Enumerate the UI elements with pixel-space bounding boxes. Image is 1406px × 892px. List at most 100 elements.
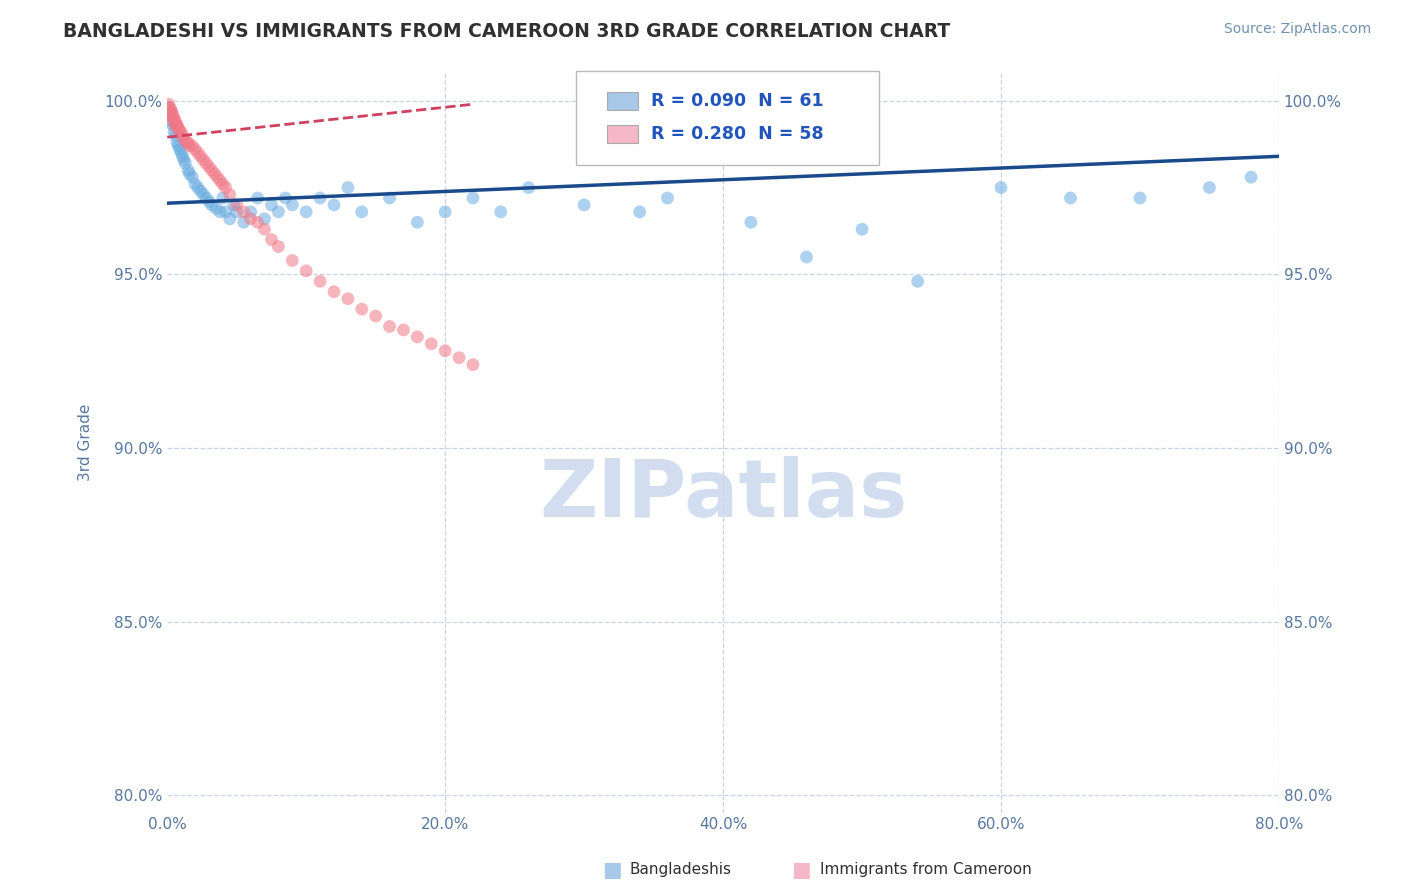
Point xyxy=(364,309,387,323)
Point xyxy=(281,198,304,212)
Point xyxy=(159,108,181,122)
Point xyxy=(323,198,346,212)
Point xyxy=(628,205,651,219)
Point xyxy=(214,180,236,194)
Point xyxy=(204,167,226,181)
Point xyxy=(159,101,181,115)
Point xyxy=(232,215,254,229)
Point xyxy=(214,205,236,219)
Point xyxy=(274,191,297,205)
Point xyxy=(246,215,269,229)
Point xyxy=(218,211,240,226)
Point xyxy=(166,118,188,132)
Point xyxy=(167,139,190,153)
Text: Bangladeshis: Bangladeshis xyxy=(630,863,733,877)
Point xyxy=(517,180,540,194)
Point xyxy=(181,139,204,153)
Point xyxy=(392,323,415,337)
Point xyxy=(181,170,204,185)
Point xyxy=(336,292,359,306)
Point xyxy=(165,128,187,143)
Point xyxy=(295,264,318,278)
Point xyxy=(173,153,195,167)
Point xyxy=(190,149,212,163)
Point xyxy=(253,211,276,226)
Point xyxy=(1198,180,1220,194)
Point xyxy=(211,177,233,191)
Text: Immigrants from Cameroon: Immigrants from Cameroon xyxy=(820,863,1032,877)
Point xyxy=(253,222,276,236)
Point xyxy=(172,128,194,143)
Point xyxy=(796,250,818,264)
Point xyxy=(198,194,221,209)
Text: Source: ZipAtlas.com: Source: ZipAtlas.com xyxy=(1223,22,1371,37)
Point xyxy=(205,202,228,216)
Point xyxy=(461,191,484,205)
Point xyxy=(170,125,193,139)
Point xyxy=(162,118,184,132)
Point xyxy=(173,132,195,146)
Point xyxy=(309,191,332,205)
Point xyxy=(195,156,218,170)
Point xyxy=(169,125,191,139)
Point xyxy=(281,253,304,268)
Point xyxy=(420,336,443,351)
Point xyxy=(159,108,181,122)
Point xyxy=(406,330,429,344)
Point xyxy=(162,108,184,122)
Point xyxy=(160,104,183,119)
Point xyxy=(176,136,198,150)
Point xyxy=(239,211,262,226)
Point xyxy=(323,285,346,299)
Point xyxy=(193,187,215,202)
Point xyxy=(295,205,318,219)
Point xyxy=(187,145,209,160)
Point xyxy=(167,121,190,136)
Point xyxy=(174,156,197,170)
Point xyxy=(172,149,194,163)
Point xyxy=(163,114,186,128)
Text: R = 0.090  N = 61: R = 0.090 N = 61 xyxy=(651,92,824,110)
Point xyxy=(378,191,401,205)
Point xyxy=(170,145,193,160)
Point xyxy=(572,198,595,212)
Y-axis label: 3rd Grade: 3rd Grade xyxy=(79,404,93,482)
Point xyxy=(166,136,188,150)
Point xyxy=(267,205,290,219)
Point xyxy=(165,114,187,128)
Point xyxy=(449,351,471,365)
Point xyxy=(177,163,200,178)
Point xyxy=(166,118,188,132)
Point xyxy=(201,198,224,212)
Point xyxy=(378,319,401,334)
Text: ZIPatlas: ZIPatlas xyxy=(538,456,907,533)
Point xyxy=(1129,191,1152,205)
Point xyxy=(190,184,212,198)
Text: R = 0.280  N = 58: R = 0.280 N = 58 xyxy=(651,125,824,143)
Point xyxy=(350,205,373,219)
Point xyxy=(179,139,201,153)
Point xyxy=(157,101,180,115)
Point xyxy=(160,114,183,128)
Point xyxy=(211,191,233,205)
Point xyxy=(239,205,262,219)
Point xyxy=(187,180,209,194)
Point xyxy=(184,142,207,156)
Point xyxy=(195,191,218,205)
Point xyxy=(336,180,359,194)
Point xyxy=(218,187,240,202)
Point xyxy=(489,205,512,219)
Point xyxy=(246,191,269,205)
Point xyxy=(309,274,332,288)
Point xyxy=(201,163,224,178)
Point xyxy=(157,97,180,112)
Point xyxy=(740,215,762,229)
Point xyxy=(225,205,247,219)
Point xyxy=(198,160,221,174)
Point xyxy=(163,125,186,139)
Point xyxy=(184,177,207,191)
Point xyxy=(157,101,180,115)
Point xyxy=(193,153,215,167)
Point xyxy=(165,118,187,132)
Point xyxy=(177,136,200,150)
